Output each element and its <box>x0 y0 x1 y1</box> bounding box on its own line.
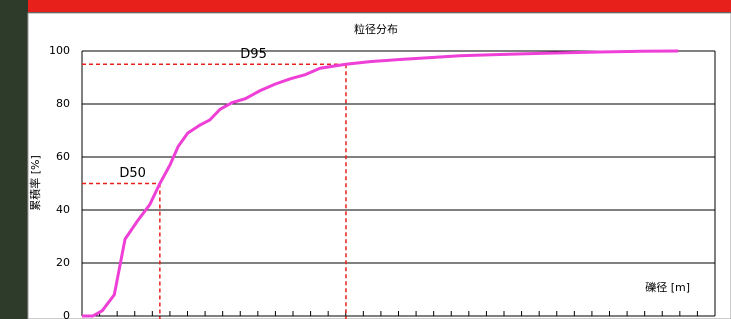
y-tick-label: 0 <box>63 309 70 319</box>
y-tick-label: 20 <box>56 256 70 269</box>
y-tick-label: 80 <box>56 97 70 110</box>
y-tick-label: 100 <box>49 44 70 57</box>
y-tick-label: 40 <box>56 203 70 216</box>
x-axis-title: 礫径 [m] <box>645 280 690 294</box>
y-axis-title: 累積率 [%] <box>28 155 42 211</box>
frame-bar <box>28 0 731 12</box>
y-tick-label: 60 <box>56 150 70 163</box>
annotation-label: D50 <box>119 166 146 181</box>
chart: 粒径分布 累積率 [%] 礫径 [m] 0 20 40 60 80 100 D50 D95 <box>0 0 731 319</box>
annotation-label: D95 <box>240 47 267 62</box>
chart-title: 粒径分布 <box>354 22 398 36</box>
